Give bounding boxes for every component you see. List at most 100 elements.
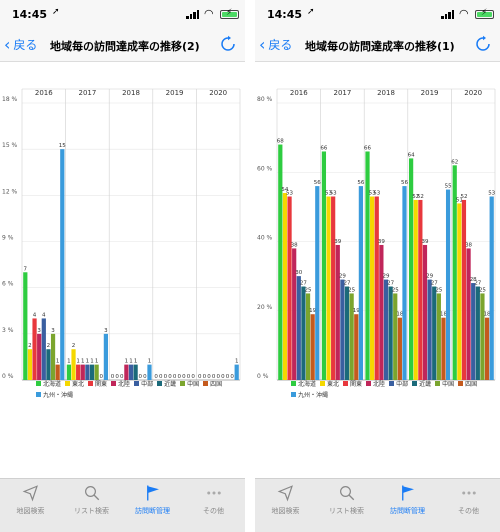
legend-swatch bbox=[65, 381, 71, 386]
bar bbox=[475, 286, 480, 380]
legend-swatch bbox=[389, 381, 395, 386]
reload-icon[interactable] bbox=[474, 35, 492, 53]
legend-swatch bbox=[291, 381, 296, 386]
y-tick-label: 3 % bbox=[2, 327, 14, 334]
data-label: 18 bbox=[484, 312, 491, 318]
legend-label: 東北 bbox=[72, 381, 85, 388]
data-label: 38 bbox=[291, 242, 298, 248]
y-tick-label: 15 % bbox=[2, 142, 18, 149]
data-label: 29 bbox=[383, 274, 390, 280]
legend-swatch bbox=[36, 381, 41, 386]
tab-map-search[interactable]: 地図検索 bbox=[255, 483, 316, 523]
x-tick-label: 2018 bbox=[377, 89, 395, 97]
legend-item: 近畿 bbox=[412, 379, 431, 388]
legend-item: 九州・沖縄 bbox=[291, 390, 328, 399]
data-label: 28 bbox=[470, 277, 477, 283]
data-label: 66 bbox=[320, 145, 327, 151]
back-button[interactable]: ‹ 戻る bbox=[259, 36, 292, 53]
legend-label: 北陸 bbox=[118, 381, 131, 388]
chart-area-1: 0 % 20 % 40 % 60 % 80 % 2016 2017 2018 2019 2020 6… bbox=[255, 63, 500, 393]
tab-more[interactable]: その他 bbox=[438, 483, 499, 523]
flag-icon bbox=[146, 485, 159, 501]
battery-icon: ⚡ bbox=[220, 8, 239, 19]
tab-label: 地図検索 bbox=[16, 507, 45, 515]
legend-label: 東北 bbox=[327, 381, 340, 388]
data-label: 1 bbox=[125, 359, 129, 365]
data-label: 25 bbox=[348, 287, 355, 293]
legend-item: 北海道 bbox=[291, 379, 316, 388]
legend-swatch bbox=[366, 381, 372, 386]
legend-swatch bbox=[134, 381, 140, 386]
data-label: 68 bbox=[277, 139, 284, 145]
bar bbox=[50, 333, 56, 380]
data-label: 3 bbox=[104, 328, 108, 334]
bar bbox=[296, 276, 301, 380]
data-label: 0 bbox=[120, 374, 124, 380]
legend-item: 東北 bbox=[65, 379, 84, 388]
data-label: 53 bbox=[488, 190, 495, 196]
legend-label: 北海道 bbox=[298, 381, 317, 388]
data-label: 0 bbox=[138, 374, 142, 380]
data-label: 52 bbox=[417, 194, 424, 200]
data-label: 1 bbox=[56, 359, 60, 365]
bar bbox=[66, 364, 72, 380]
back-button[interactable]: ‹ 戻る bbox=[4, 36, 37, 53]
legend-swatch bbox=[180, 381, 186, 386]
y-tick-label: 6 % bbox=[2, 281, 14, 288]
signal-icon bbox=[186, 10, 200, 19]
bar bbox=[340, 279, 345, 380]
data-label: 0 bbox=[191, 374, 195, 380]
legend-swatch bbox=[458, 381, 464, 386]
data-label: 54 bbox=[281, 187, 288, 193]
bar bbox=[427, 279, 432, 380]
bar bbox=[418, 199, 423, 380]
x-tick-label: 2020 bbox=[464, 89, 482, 97]
tab-map-search[interactable]: 地図検索 bbox=[0, 483, 61, 523]
bar-chart-1: 0 % 20 % 40 % 60 % 80 % 2016 2017 2018 2019 2020 6… bbox=[257, 88, 496, 381]
legend-item: 四国 bbox=[203, 379, 222, 388]
legend-label: 北海道 bbox=[43, 381, 62, 388]
bar bbox=[484, 317, 490, 380]
tab-label: 訪問断管理 bbox=[390, 507, 425, 515]
legend-item: 北陸 bbox=[111, 379, 130, 388]
bar bbox=[287, 196, 292, 380]
bar bbox=[23, 272, 28, 380]
data-label: 2 bbox=[28, 343, 32, 349]
location-arrow-icon: ➚ bbox=[307, 7, 315, 17]
data-label: 1 bbox=[134, 359, 138, 365]
location-arrow-icon: ➚ bbox=[52, 7, 60, 17]
bar bbox=[489, 196, 494, 380]
data-label: 4 bbox=[33, 312, 37, 318]
data-label: 52 bbox=[412, 194, 419, 200]
data-label: 39 bbox=[334, 239, 341, 245]
bar bbox=[457, 203, 462, 380]
tab-visit-management[interactable]: 訪問断管理 bbox=[122, 483, 183, 523]
tab-list-search[interactable]: リスト検索 bbox=[61, 483, 122, 523]
tab-more[interactable]: その他 bbox=[183, 483, 244, 523]
data-label: 27 bbox=[387, 281, 394, 287]
data-label: 52 bbox=[460, 194, 467, 200]
bar bbox=[128, 364, 134, 380]
reload-icon[interactable] bbox=[219, 35, 237, 53]
bar bbox=[89, 364, 95, 380]
bar bbox=[55, 364, 60, 380]
data-label: 4 bbox=[42, 312, 46, 318]
legend-item: 関東 bbox=[88, 379, 107, 388]
legend-swatch bbox=[88, 381, 94, 386]
data-label: 0 bbox=[100, 374, 104, 380]
tab-list-search[interactable]: リスト検索 bbox=[316, 483, 377, 523]
data-label: 0 bbox=[230, 374, 234, 380]
bar bbox=[41, 318, 46, 380]
tab-visit-management[interactable]: 訪問断管理 bbox=[377, 483, 438, 523]
data-label: 3 bbox=[51, 328, 55, 334]
bar bbox=[80, 364, 85, 380]
y-tick-label: 12 % bbox=[2, 188, 18, 195]
data-label: 19 bbox=[309, 308, 316, 314]
bar bbox=[76, 364, 81, 380]
legend-item: 中国 bbox=[180, 379, 199, 388]
data-label: 0 bbox=[221, 374, 225, 380]
tab-label: 訪問断管理 bbox=[135, 507, 170, 515]
legend-label: 関東 bbox=[95, 381, 108, 388]
data-label: 15 bbox=[59, 143, 66, 149]
bar bbox=[374, 196, 379, 380]
